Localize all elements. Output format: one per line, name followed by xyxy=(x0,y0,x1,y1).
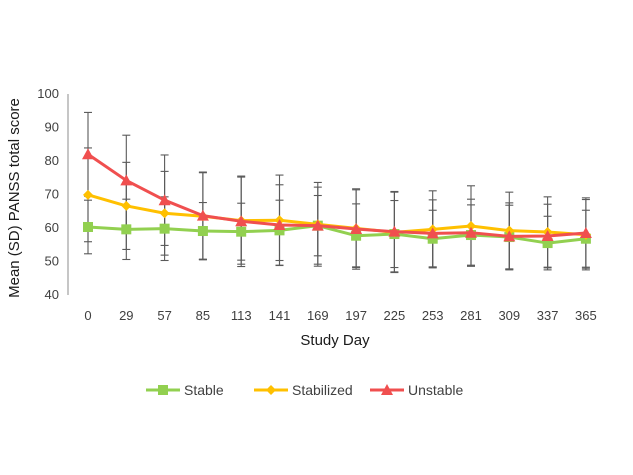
legend-label-stabilized: Stabilized xyxy=(292,382,353,398)
x-tick-label: 281 xyxy=(460,308,482,323)
data-point-stabilized xyxy=(466,220,476,231)
y-axis-title: Mean (SD) PANSS total score xyxy=(6,98,23,298)
data-point-stabilized xyxy=(159,208,170,219)
data-point-unstable xyxy=(579,227,592,239)
x-tick-label: 141 xyxy=(269,308,291,323)
legend-label-stable: Stable xyxy=(184,382,224,398)
y-tick-label: 50 xyxy=(45,254,59,269)
data-point-stabilized xyxy=(121,200,132,211)
x-tick-label: 113 xyxy=(231,308,252,323)
legend-marker-unstable xyxy=(381,384,393,395)
x-tick-label: 337 xyxy=(537,308,559,323)
data-point-unstable xyxy=(82,148,94,160)
data-point-unstable xyxy=(350,223,363,235)
data-point-stable xyxy=(159,223,170,234)
x-tick-label: 29 xyxy=(119,308,133,323)
x-tick-label: 365 xyxy=(575,308,597,323)
data-point-unstable xyxy=(311,219,324,231)
y-tick-label: 40 xyxy=(45,287,59,302)
y-tick-label: 80 xyxy=(45,153,59,168)
data-point-unstable xyxy=(541,230,554,242)
data-point-unstable xyxy=(120,174,133,186)
x-tick-label: 85 xyxy=(196,308,210,323)
data-point-unstable xyxy=(426,227,439,239)
data-point-stable xyxy=(427,233,438,244)
data-point-unstable xyxy=(273,218,286,230)
series-line-unstable xyxy=(87,153,587,238)
x-tick-label: 0 xyxy=(84,308,91,323)
data-point-unstable xyxy=(465,226,477,238)
data-point-unstable xyxy=(235,215,248,227)
data-point-stable xyxy=(351,230,362,241)
data-point-unstable xyxy=(503,230,516,242)
data-point-stabilized xyxy=(83,189,93,200)
legend-label-unstable: Unstable xyxy=(408,382,463,398)
data-point-unstable xyxy=(196,209,209,221)
data-point-unstable xyxy=(158,194,171,206)
data-point-stable xyxy=(83,221,93,232)
data-point-stable xyxy=(542,238,553,249)
x-tick-label: 225 xyxy=(384,308,406,323)
y-tick-label: 70 xyxy=(45,187,59,202)
data-point-stable xyxy=(121,224,132,235)
legend: Stable Stabilized Unstable xyxy=(146,382,463,398)
legend-marker-stable xyxy=(158,385,168,395)
data-point-stable xyxy=(197,226,208,237)
data-point-unstable xyxy=(388,225,401,237)
x-tick-label: 253 xyxy=(422,308,444,323)
data-point-stable xyxy=(274,225,285,236)
x-tick-label: 197 xyxy=(345,308,367,323)
y-tick-label: 90 xyxy=(45,120,59,135)
legend-marker-stabilized xyxy=(266,385,276,395)
data-point-stable xyxy=(236,226,247,237)
x-tick-label: 169 xyxy=(307,308,329,323)
x-axis-title: Study Day xyxy=(300,332,370,349)
plot-area: 40 50 60 70 80 90 100 0 29 57 85 113 141 169 197 225 253… xyxy=(37,86,596,323)
x-tick-label: 57 xyxy=(157,308,171,323)
x-tick-label: 309 xyxy=(498,308,520,323)
y-tick-label: 60 xyxy=(45,220,59,235)
y-tick-label: 100 xyxy=(37,86,59,101)
